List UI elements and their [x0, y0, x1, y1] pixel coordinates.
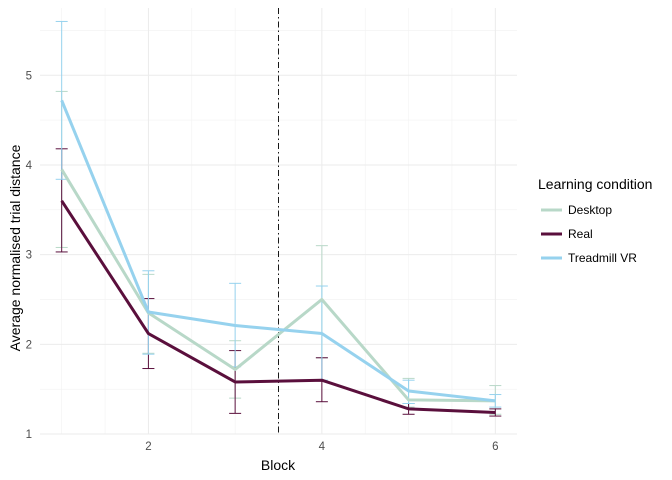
legend-label-treadmill-vr: Treadmill VR	[568, 251, 637, 265]
legend-item-treadmill-vr: Treadmill VR	[541, 251, 637, 265]
x-tick-label: 6	[492, 441, 498, 453]
y-axis-title: Average normalised trial distance	[7, 144, 23, 351]
x-tick-label: 2	[145, 441, 151, 453]
legend: Learning condition Desktop Real Treadmill …	[538, 176, 652, 265]
legend-item-desktop: Desktop	[541, 203, 612, 217]
y-tick-label: 5	[26, 70, 32, 82]
series-line-real	[60, 200, 496, 414]
x-axis-title: Block	[261, 457, 296, 473]
series-line-treadmill-vr	[60, 99, 496, 403]
legend-items: Desktop Real Treadmill VR	[541, 203, 637, 265]
y-tick-label: 1	[26, 429, 32, 441]
y-tick-label: 2	[26, 339, 32, 351]
y-tick-label: 3	[26, 250, 32, 262]
legend-item-real: Real	[541, 227, 593, 241]
error-bar-treadmill-vr	[55, 20, 68, 180]
y-tick-label: 4	[26, 160, 33, 172]
x-tick-label: 4	[319, 441, 326, 453]
series-lines	[60, 99, 496, 414]
legend-label-real: Real	[568, 227, 593, 241]
series-line-desktop	[60, 168, 496, 403]
legend-label-desktop: Desktop	[568, 203, 612, 217]
y-axis-ticks: 1 2 3 4 5	[26, 70, 33, 441]
legend-title: Learning condition	[538, 176, 652, 192]
x-axis-ticks: 2 4 6	[145, 441, 498, 453]
